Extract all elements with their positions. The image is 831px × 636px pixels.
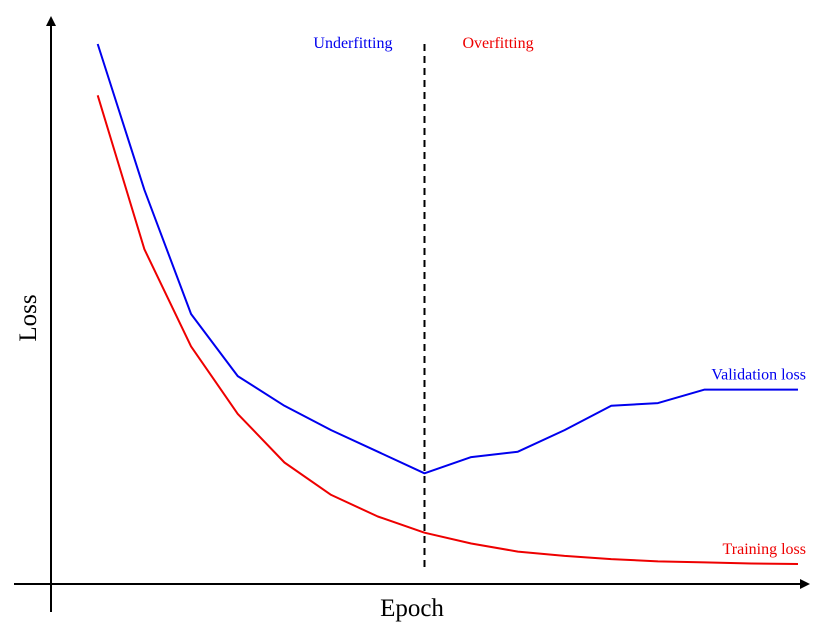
- series-line-validation-loss: [96, 43, 798, 475]
- series-layer: [96, 43, 798, 566]
- y-axis-label: Loss: [15, 294, 42, 341]
- series-label-validation-loss: Validation loss: [711, 367, 806, 384]
- series-label-layer: Validation loss Training loss: [711, 367, 806, 558]
- overfitting-label: Overfitting: [462, 35, 533, 52]
- underfitting-label: Underfitting: [313, 35, 392, 52]
- series-label-training-loss: Training loss: [723, 541, 806, 558]
- series-line-training-loss: [96, 95, 798, 566]
- x-axis-label: Epoch: [380, 595, 444, 622]
